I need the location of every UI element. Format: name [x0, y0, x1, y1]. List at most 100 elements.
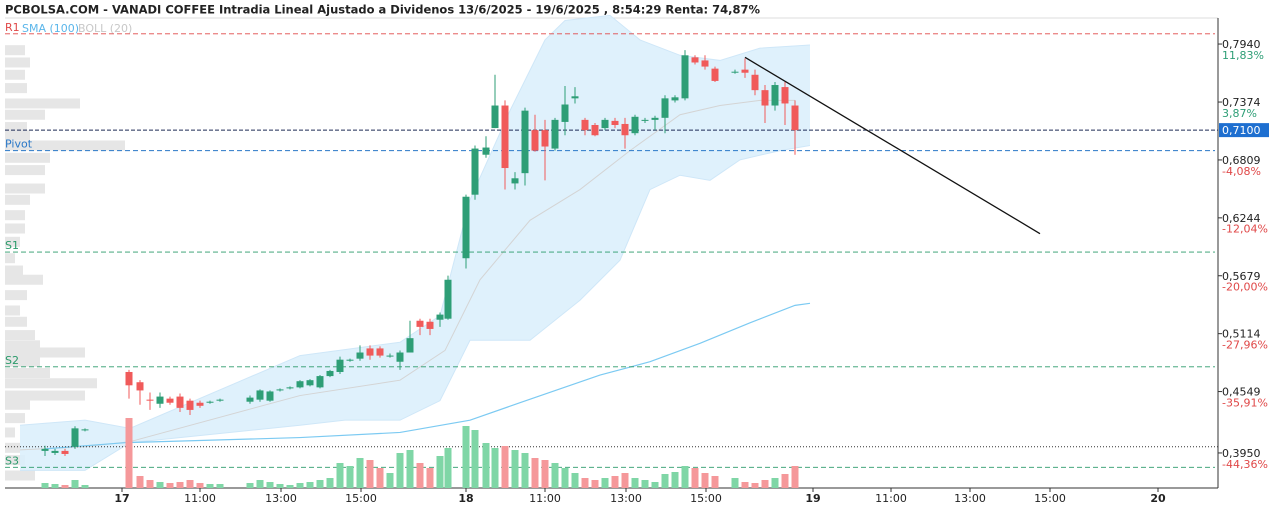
volume-bar [416, 463, 424, 488]
pivot-label: R1 [5, 21, 20, 34]
volume-bar [591, 480, 599, 488]
current-price-label: 0,7100 [1222, 124, 1261, 137]
candle-body [444, 279, 452, 319]
candle-body [462, 196, 470, 259]
bollinger-middle [19, 99, 795, 451]
volume-bar [531, 458, 539, 488]
candle-body [166, 398, 174, 403]
volume-bar [246, 483, 254, 488]
y2-tick-label: -44,36% [1222, 458, 1268, 471]
candle-body [791, 105, 799, 131]
candle-body [761, 90, 769, 106]
candle-body [551, 119, 559, 149]
volume-bar [166, 483, 174, 488]
candle-body [186, 400, 194, 410]
volume-profile-bar [5, 368, 50, 379]
candle-body [326, 370, 334, 377]
volume-bar [771, 478, 779, 488]
volume-bar [521, 453, 529, 488]
volume-profile-bar [5, 57, 30, 68]
volume-profile-bar [5, 130, 30, 141]
candle-body [681, 55, 689, 99]
volume-bar [501, 446, 509, 488]
candle-body [531, 130, 539, 151]
volume-bar [661, 474, 669, 488]
candle-body [376, 348, 384, 356]
volume-profile-bar [5, 265, 23, 276]
volume-profile-bar [5, 69, 25, 80]
y-tick-label: 0,5679 [1222, 270, 1261, 283]
volume-bar [781, 474, 789, 488]
volume-bar [462, 426, 470, 488]
candle-body [71, 428, 79, 447]
candle-body [751, 74, 759, 91]
volume-bar [125, 418, 133, 488]
volume-bar [671, 472, 679, 488]
volume-bar [396, 453, 404, 488]
candle-body [671, 97, 679, 101]
pivot-label: Pivot [5, 138, 33, 151]
volume-bar [51, 484, 59, 488]
volume-bar [206, 484, 214, 488]
volume-bar [286, 485, 294, 488]
volume-bar [611, 476, 619, 488]
volume-bar [691, 468, 699, 488]
volume-profile-bar [5, 347, 85, 358]
candle-body [471, 148, 479, 195]
candle-body [176, 396, 184, 408]
x-tick-label: 15:00 [690, 492, 722, 505]
candle-body [641, 119, 649, 121]
y-tick-label: 0,4549 [1222, 386, 1261, 399]
volume-bar [386, 473, 394, 488]
candle-body [741, 69, 749, 73]
volume-profile-bar [5, 316, 27, 327]
volume-bar [306, 482, 314, 488]
candle-body [631, 116, 639, 134]
x-tick-label: 13:00 [610, 492, 642, 505]
candle-body [701, 60, 709, 67]
candle-body [691, 57, 699, 63]
volume-profile-bar [5, 45, 25, 56]
candle-body [366, 348, 374, 356]
candle-body [771, 85, 779, 106]
bollinger-upper [19, 14, 811, 429]
candle-body [216, 399, 224, 401]
y-tick-label: 0,5114 [1222, 328, 1261, 341]
volume-profile-bar [5, 122, 27, 133]
volume-profile-bar [5, 98, 80, 109]
volume-profile-bar [5, 223, 25, 234]
volume-bar [651, 482, 659, 488]
volume-profile-bar [5, 194, 30, 205]
volume-profile-bar [5, 305, 20, 316]
volume-bar [581, 478, 589, 488]
candle-body [246, 397, 254, 402]
volume-bar [741, 482, 749, 488]
candle-body [601, 119, 609, 129]
y-tick-label: 0,6244 [1222, 212, 1261, 225]
volume-profile-bar [5, 140, 125, 151]
volume-bar [71, 480, 79, 488]
candle-body [561, 104, 569, 122]
volume-bar [156, 482, 164, 488]
volume-bar [641, 480, 649, 488]
candle-body [416, 320, 424, 327]
candle-body [276, 389, 284, 391]
candle-body [136, 382, 144, 391]
volume-profile-bar [5, 455, 25, 466]
trendline [744, 56, 1041, 235]
candle-body [396, 352, 404, 362]
y2-tick-label: -4,08% [1222, 165, 1261, 178]
candle-body [156, 396, 164, 404]
candle-body [581, 119, 589, 131]
volume-bar [491, 448, 499, 488]
y2-tick-label: -12,04% [1222, 223, 1268, 236]
volume-bar [146, 480, 154, 488]
volume-bar [561, 468, 569, 488]
volume-bar [551, 463, 559, 488]
volume-bar [276, 484, 284, 488]
y2-tick-label: -20,00% [1222, 281, 1268, 294]
volume-bar [701, 473, 709, 488]
volume-bar [356, 458, 364, 488]
candle-body [256, 390, 264, 400]
